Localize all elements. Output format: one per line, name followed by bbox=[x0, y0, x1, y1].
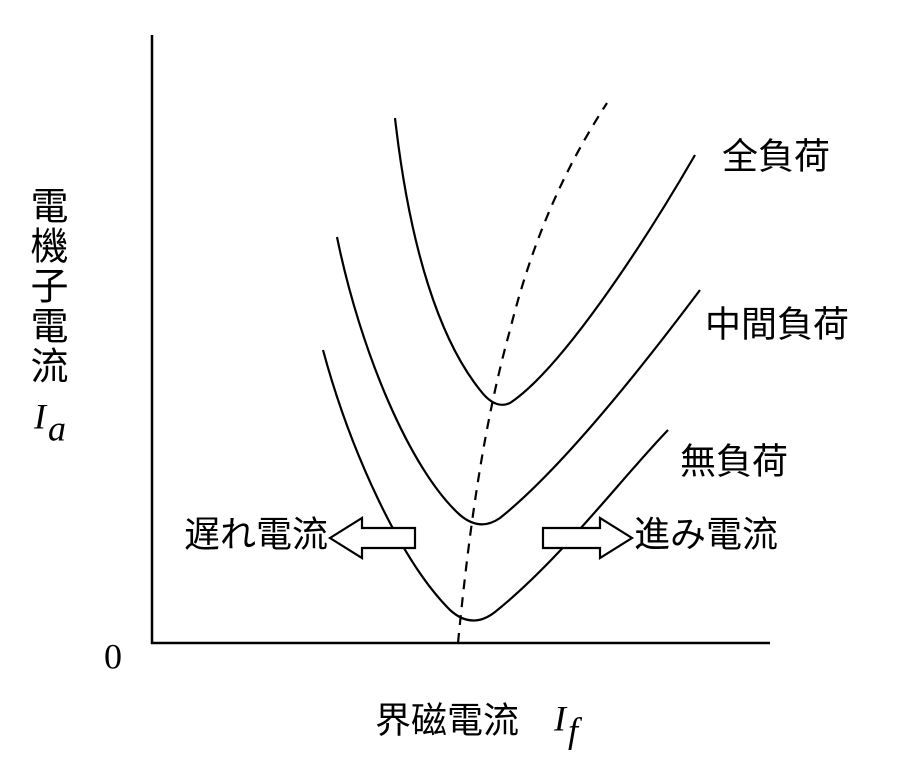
region-label: 遅れ電流 bbox=[184, 514, 328, 554]
curve-label: 中間負荷 bbox=[705, 304, 849, 344]
no-load-curve bbox=[321, 349, 669, 622]
curve-label: 全負荷 bbox=[722, 136, 830, 176]
leading-arrow bbox=[541, 516, 635, 560]
y-axis-label: 電機子電流 bbox=[24, 186, 66, 386]
mid-load-curve bbox=[335, 236, 701, 526]
x-axis-label: 界磁電流 bbox=[375, 700, 519, 740]
region-label: 進み電流 bbox=[634, 514, 778, 554]
curve-label: 無負荷 bbox=[680, 441, 788, 481]
full-load-curve bbox=[393, 117, 696, 406]
origin-label: 0 bbox=[104, 636, 122, 676]
unity-pf-curve bbox=[456, 102, 608, 644]
y-symbol: I bbox=[33, 396, 48, 436]
lagging-arrow bbox=[327, 516, 417, 560]
y-symbol-sub: a bbox=[48, 408, 66, 448]
x-symbol-sub: f bbox=[568, 710, 583, 750]
x-symbol: I bbox=[553, 698, 568, 738]
